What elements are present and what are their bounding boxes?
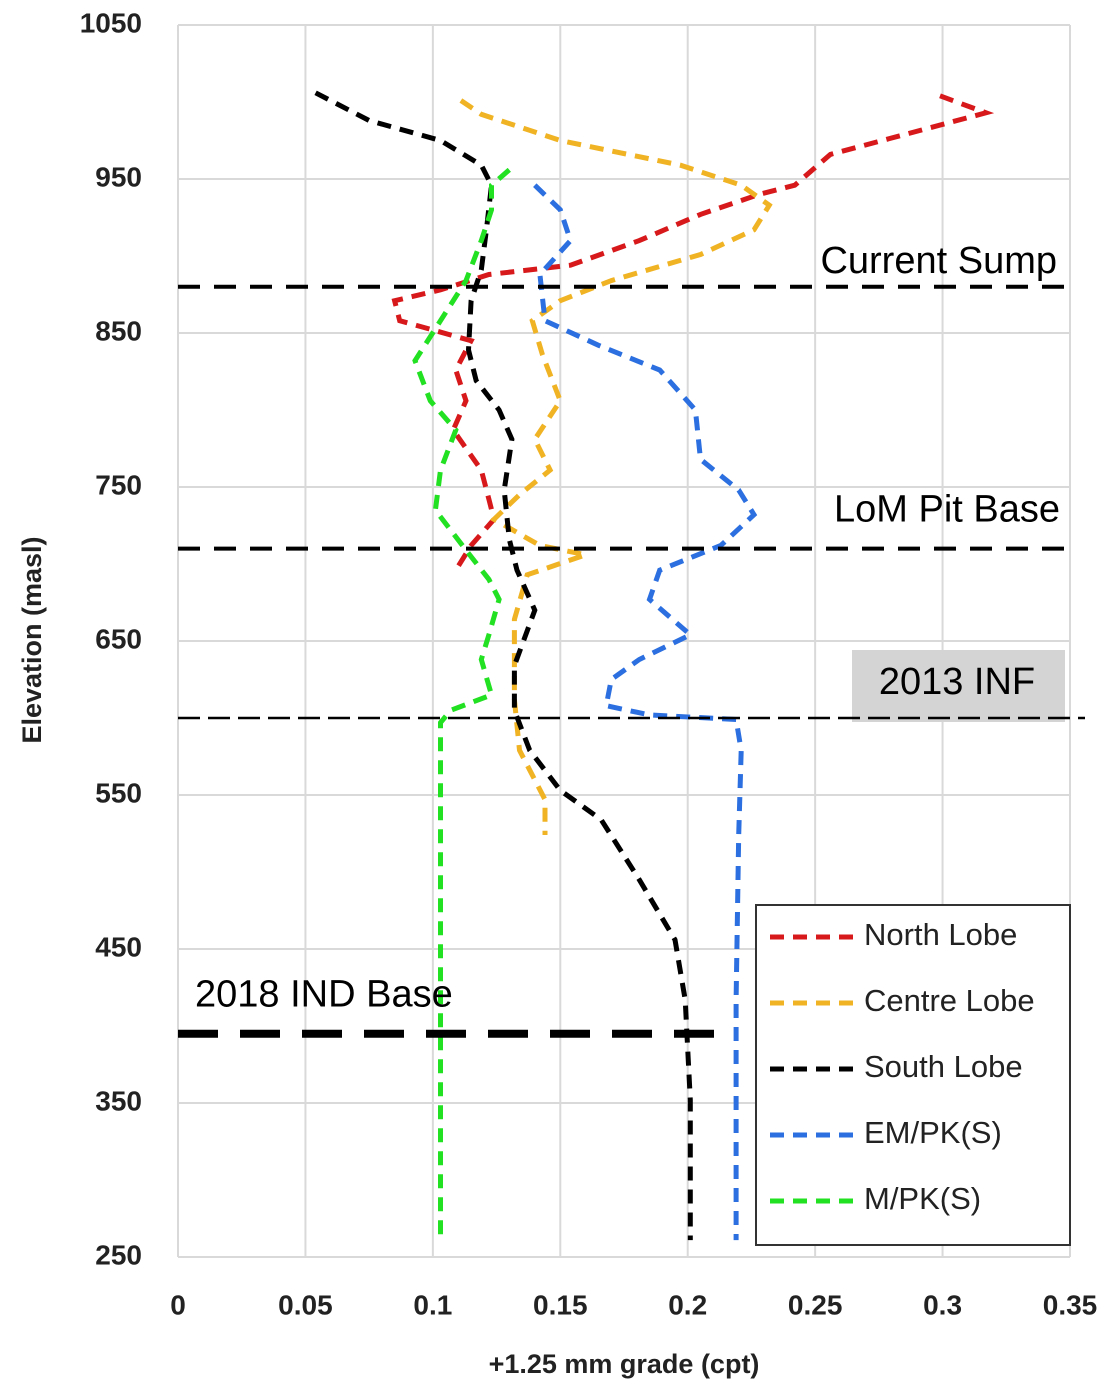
y-tick-label: 850 bbox=[95, 315, 142, 346]
annotation: 2013 INF bbox=[879, 661, 1035, 703]
x-tick-label: 0.3 bbox=[923, 1289, 962, 1320]
y-tick-label: 950 bbox=[95, 161, 142, 192]
annotation: 2018 IND Base bbox=[195, 974, 453, 1016]
y-tick-label: 750 bbox=[95, 469, 142, 500]
legend-label: North Lobe bbox=[864, 917, 1017, 952]
y-tick-label: 250 bbox=[95, 1239, 142, 1270]
y-axis-label: Elevation (masl) bbox=[17, 536, 47, 743]
y-tick-label: 550 bbox=[95, 777, 142, 808]
annotation: Current Sump bbox=[820, 240, 1057, 282]
series-line bbox=[533, 183, 758, 1241]
y-tick-label: 1050 bbox=[80, 7, 142, 38]
legend-label: M/PK(S) bbox=[864, 1181, 981, 1216]
series-line bbox=[314, 90, 693, 1241]
x-tick-label: 0 bbox=[170, 1289, 186, 1320]
legend-label: South Lobe bbox=[864, 1049, 1023, 1084]
legend-label: Centre Lobe bbox=[864, 983, 1035, 1018]
annotation-box bbox=[852, 650, 1065, 722]
y-tick-label: 350 bbox=[95, 1085, 142, 1116]
y-tick-label: 450 bbox=[95, 931, 142, 962]
x-tick-label: 0.15 bbox=[533, 1289, 588, 1320]
legend-box bbox=[755, 904, 1071, 1246]
x-tick-label: 0.2 bbox=[668, 1289, 707, 1320]
legend-label: EM/PK(S) bbox=[864, 1115, 1002, 1150]
x-tick-label: 0.35 bbox=[1043, 1289, 1098, 1320]
x-tick-label: 0.25 bbox=[788, 1289, 843, 1320]
y-tick-label: 650 bbox=[95, 623, 142, 654]
x-axis-label: +1.25 mm grade (cpt) bbox=[489, 1349, 760, 1379]
series-line bbox=[391, 93, 995, 572]
x-tick-label: 0.1 bbox=[413, 1289, 452, 1320]
x-tick-label: 0.05 bbox=[278, 1289, 333, 1320]
series-line bbox=[459, 98, 773, 835]
annotation: LoM Pit Base bbox=[834, 489, 1060, 531]
series-line bbox=[412, 167, 511, 1241]
